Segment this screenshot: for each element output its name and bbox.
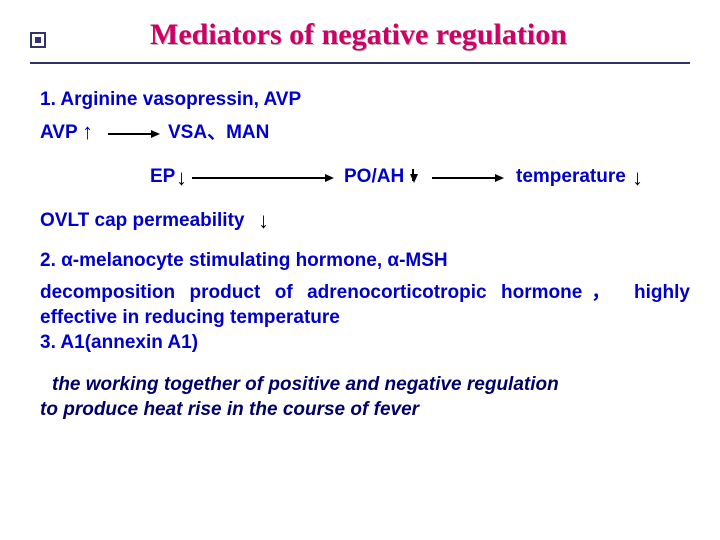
arrow-icon xyxy=(432,177,502,179)
bullet-icon xyxy=(30,32,46,48)
flow-row-3: OVLT cap permeability ↓ xyxy=(40,209,690,241)
section1-heading: 1. Arginine vasopressin, AVP xyxy=(40,88,690,113)
footer-line1: the working together of positive and neg… xyxy=(52,373,690,398)
arrow-icon xyxy=(192,177,332,179)
footer-line2: to produce heat rise in the course of fe… xyxy=(40,398,690,423)
down-arrow-icon: ↓ xyxy=(176,164,187,193)
slide-title: Mediators of negative regulation xyxy=(150,18,710,52)
ep-label: EP xyxy=(150,165,175,190)
arrow-icon xyxy=(108,133,158,135)
poah-label: PO/AH xyxy=(344,165,404,190)
poah-down-arrow-icon xyxy=(412,169,414,181)
content-area: 1. Arginine vasopressin, AVP AVP ↑ VSA、M… xyxy=(40,88,690,423)
title-underline xyxy=(30,62,690,64)
up-arrow-icon: ↑ xyxy=(82,118,93,147)
avp-label: AVP xyxy=(40,121,78,146)
section2-heading: 2. α-melanocyte stimulating hormone, α-M… xyxy=(40,249,690,274)
temperature-label: temperature xyxy=(516,165,626,190)
vsa-label: VSA、MAN xyxy=(168,121,269,146)
section3-heading: 3. A1(annexin A1) xyxy=(40,331,690,356)
down-arrow-icon: ↓ xyxy=(258,207,269,236)
section2-body: decomposition product of adrenocorticotr… xyxy=(40,281,690,330)
flow-row-1: AVP ↑ VSA、MAN xyxy=(40,117,690,157)
ovlt-label: OVLT cap permeability xyxy=(40,209,244,234)
flow-row-2: EP ↓ PO/AH temperature ↓ xyxy=(40,161,690,205)
down-arrow-icon: ↓ xyxy=(632,164,643,193)
title-container: Mediators of negative regulation xyxy=(150,18,710,52)
